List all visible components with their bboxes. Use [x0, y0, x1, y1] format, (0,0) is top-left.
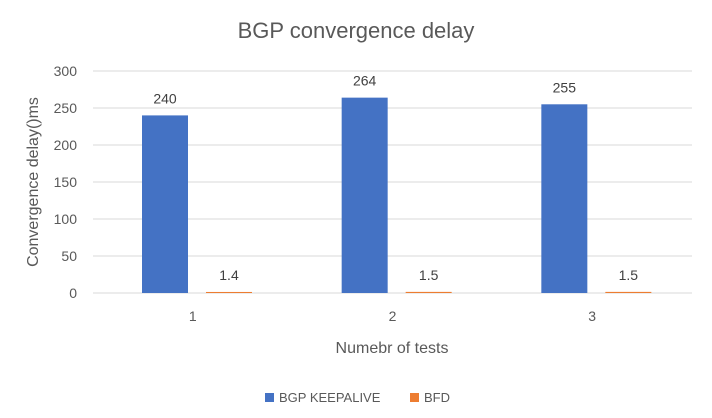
y-tick-label: 100 [54, 211, 78, 227]
data-label: 1.4 [219, 267, 239, 283]
y-tick-label: 150 [54, 174, 78, 190]
chart-title: BGP convergence delay [238, 18, 475, 43]
bar-bfd-2 [405, 291, 452, 293]
bars [142, 97, 652, 294]
gridlines [93, 70, 692, 294]
legend-label: BFD [424, 390, 450, 405]
y-tick-label: 200 [54, 137, 78, 153]
y-axis-ticks: 0 50 100 150 200 250 300 [54, 63, 78, 301]
data-label: 264 [353, 73, 377, 89]
x-tick-label: 3 [588, 308, 596, 324]
data-label: 255 [553, 79, 577, 95]
bar-keepalive-2 [341, 97, 388, 293]
bar-keepalive-1 [142, 115, 188, 294]
y-tick-label: 0 [69, 285, 77, 301]
legend-swatch [410, 393, 419, 402]
y-tick-label: 50 [61, 248, 77, 264]
x-tick-label: 1 [189, 308, 197, 324]
data-label: 240 [153, 90, 177, 106]
x-axis-label: Numebr of tests [336, 340, 449, 357]
bar-bfd-1 [206, 291, 252, 293]
y-axis-label: Convergence delay()ms [25, 97, 42, 267]
legend-label: BGP KEEPALIVE [279, 390, 381, 405]
data-label: 1.5 [619, 267, 639, 283]
y-tick-label: 300 [54, 63, 78, 79]
y-tick-label: 250 [54, 100, 78, 116]
legend-swatch [265, 393, 274, 402]
data-label: 1.5 [419, 267, 439, 283]
x-axis-ticks: 1 2 3 [189, 308, 596, 324]
bar-keepalive-3 [541, 104, 588, 293]
legend: BGP KEEPALIVE BFD [265, 390, 450, 405]
data-labels: 240 1.4 264 1.5 255 1.5 [153, 73, 638, 283]
bar-bfd-3 [605, 291, 652, 293]
x-tick-label: 2 [389, 308, 397, 324]
